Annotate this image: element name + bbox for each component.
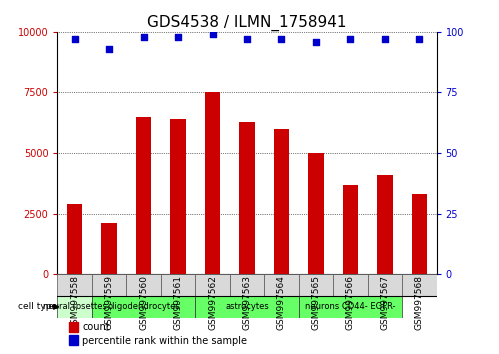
Bar (67, 204, 82, 274)
Bar (402, 274, 437, 296)
Text: GSM997567: GSM997567 (380, 275, 389, 330)
Bar (239, 121, 255, 274)
Text: neurons CD44- EGFR-: neurons CD44- EGFR- (305, 302, 396, 312)
Text: GSM997566: GSM997566 (346, 275, 355, 330)
Bar (368, 274, 402, 296)
Bar (299, 296, 402, 318)
Text: GSM997560: GSM997560 (139, 275, 148, 330)
Bar (57, 274, 92, 296)
Text: GSM997563: GSM997563 (243, 275, 251, 330)
Bar (308, 153, 324, 274)
Text: GSM997565: GSM997565 (311, 275, 320, 330)
Point (105, 46, 113, 52)
Text: oligodendrocytes: oligodendrocytes (107, 302, 180, 312)
Text: GSM997562: GSM997562 (208, 275, 217, 330)
Bar (299, 274, 333, 296)
Bar (333, 274, 368, 296)
Bar (170, 119, 186, 274)
Text: astrocytes: astrocytes (225, 302, 269, 312)
Bar (126, 274, 161, 296)
Bar (136, 117, 151, 274)
Bar (264, 274, 299, 296)
Point (277, 36, 285, 42)
Point (415, 36, 423, 42)
Bar (377, 175, 393, 274)
Bar (57, 296, 92, 318)
Point (140, 34, 148, 40)
Text: GSM997558: GSM997558 (70, 275, 79, 330)
Text: GSM997561: GSM997561 (174, 275, 183, 330)
Bar (274, 129, 289, 274)
Text: count: count (82, 322, 110, 332)
Bar (195, 296, 299, 318)
Bar (69, 335, 78, 346)
Point (243, 36, 251, 42)
Text: GSM997564: GSM997564 (277, 275, 286, 330)
Text: GSM997559: GSM997559 (105, 275, 114, 330)
Point (381, 36, 389, 42)
Bar (101, 223, 117, 274)
Bar (92, 296, 195, 318)
Point (346, 36, 354, 42)
Bar (230, 274, 264, 296)
Bar (343, 184, 358, 274)
Title: GDS4538 / ILMN_1758941: GDS4538 / ILMN_1758941 (147, 14, 347, 30)
Point (71, 36, 79, 42)
Point (174, 34, 182, 40)
Point (209, 32, 217, 37)
Bar (195, 274, 230, 296)
Text: cell type: cell type (18, 302, 57, 312)
Bar (92, 274, 126, 296)
Bar (205, 92, 220, 274)
Text: GSM997568: GSM997568 (415, 275, 424, 330)
Bar (161, 274, 195, 296)
Text: percentile rank within the sample: percentile rank within the sample (82, 336, 247, 346)
Point (312, 39, 320, 44)
Text: neural rosettes: neural rosettes (43, 302, 107, 312)
Bar (412, 194, 427, 274)
Bar (69, 322, 78, 332)
